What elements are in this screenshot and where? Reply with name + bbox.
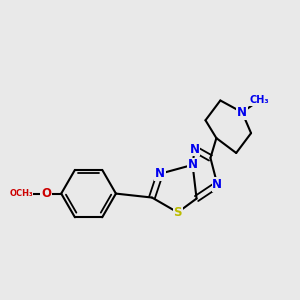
Text: O: O bbox=[41, 187, 51, 200]
Text: CH₃: CH₃ bbox=[249, 95, 269, 106]
Text: S: S bbox=[173, 206, 182, 219]
Text: OCH₃: OCH₃ bbox=[9, 189, 33, 198]
Text: N: N bbox=[190, 142, 200, 155]
Text: N: N bbox=[212, 178, 222, 191]
Text: N: N bbox=[155, 167, 165, 180]
Text: N: N bbox=[188, 158, 198, 171]
Text: N: N bbox=[237, 106, 247, 119]
